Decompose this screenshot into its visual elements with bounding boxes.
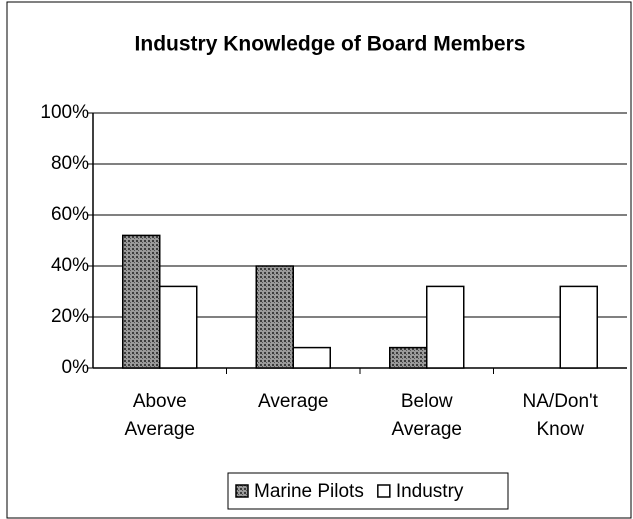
legend-swatch xyxy=(235,484,249,498)
bar xyxy=(292,346,331,369)
bar xyxy=(122,234,161,369)
y-tick-label: 80% xyxy=(51,153,89,174)
y-tick-label: 60% xyxy=(51,204,89,225)
x-tick-label: Below Average xyxy=(392,391,462,440)
chart-title: Industry Knowledge of Board Members xyxy=(135,33,526,56)
bar xyxy=(255,265,294,369)
legend-box xyxy=(227,472,509,510)
y-tick-label: 40% xyxy=(51,255,89,276)
legend-label: Marine Pilots xyxy=(254,481,364,502)
y-tick-label: 100% xyxy=(40,102,89,123)
x-tick-label: NA/Don't Know xyxy=(523,391,599,440)
bar xyxy=(159,285,198,369)
chart-frame xyxy=(6,1,632,519)
legend-swatch xyxy=(377,484,391,498)
bar xyxy=(426,285,465,369)
x-tick-label: Above Average xyxy=(125,391,195,440)
legend-label: Industry xyxy=(396,481,464,502)
x-tick-label: Average xyxy=(258,391,328,412)
bar xyxy=(559,285,598,369)
bar xyxy=(389,346,428,369)
y-tick-label: 20% xyxy=(51,306,89,327)
y-tick-label: 0% xyxy=(62,357,90,378)
